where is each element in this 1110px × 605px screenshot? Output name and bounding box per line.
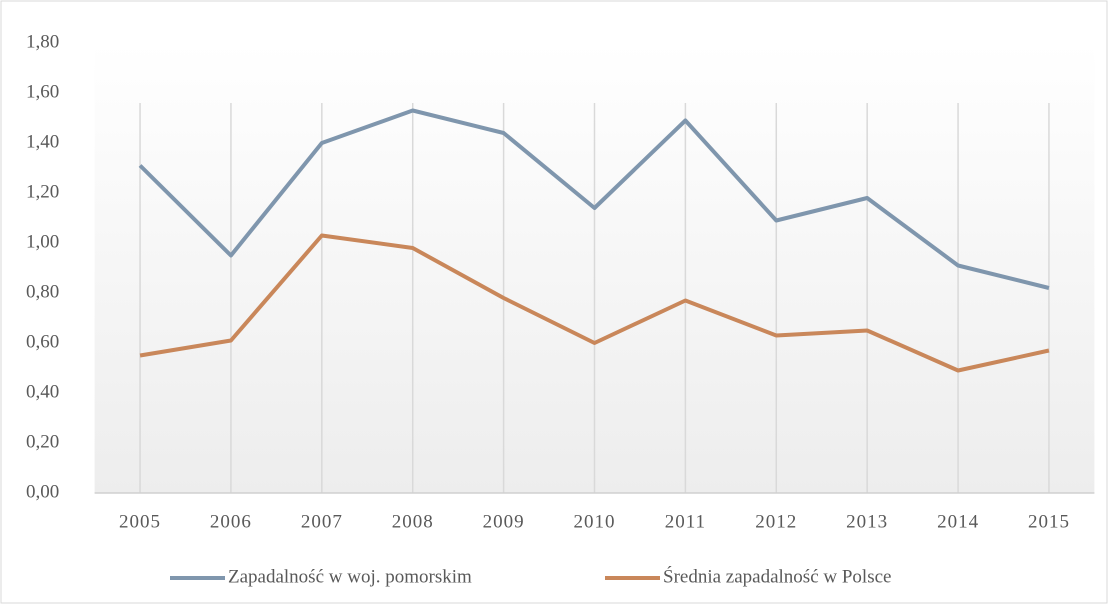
legend-label: Zapadalność w woj. pomorskim bbox=[228, 566, 472, 587]
x-tick-label: 2006 bbox=[210, 511, 252, 532]
y-tick-label: 0,00 bbox=[26, 481, 59, 502]
x-tick-label: 2009 bbox=[483, 511, 525, 532]
legend-label: Średnia zapadalność w Polsce bbox=[663, 565, 891, 587]
x-tick-label: 2010 bbox=[574, 511, 616, 532]
series-line bbox=[138, 108, 1050, 290]
x-tick-label: 2015 bbox=[1028, 511, 1070, 532]
y-tick-label: 0,60 bbox=[26, 331, 59, 352]
x-tick-label: 2014 bbox=[937, 511, 979, 532]
x-tick-label: 2011 bbox=[665, 511, 706, 532]
y-tick-label: 1,00 bbox=[26, 231, 59, 252]
x-tick-label: 2013 bbox=[846, 511, 888, 532]
series-line bbox=[139, 233, 1050, 373]
y-tick-label: 1,20 bbox=[26, 181, 59, 202]
y-tick-label: 1,40 bbox=[26, 131, 59, 152]
x-tick-label: 2008 bbox=[392, 511, 434, 532]
y-tick-label: 0,80 bbox=[26, 281, 59, 302]
x-tick-label: 2012 bbox=[755, 511, 797, 532]
y-tick-label: 0,40 bbox=[26, 381, 59, 402]
x-tick-label: 2007 bbox=[301, 511, 343, 532]
y-tick-label: 1,60 bbox=[26, 81, 59, 102]
y-tick-label: 1,80 bbox=[26, 31, 59, 52]
x-tick-label: 2005 bbox=[119, 511, 161, 532]
y-tick-label: 0,20 bbox=[26, 431, 59, 452]
